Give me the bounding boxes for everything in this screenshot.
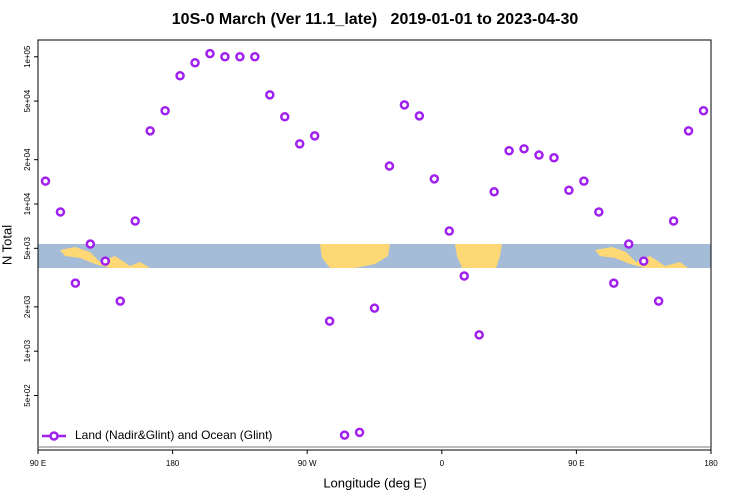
plot-frame	[37, 39, 712, 451]
y-tick-label: 5e+02	[23, 384, 32, 407]
legend-label: Land (Nadir&Glint) and Ocean (Glint)	[75, 428, 272, 442]
map-band	[38, 244, 711, 268]
legend-marker	[49, 431, 59, 441]
y-tick-label: 1e+03	[23, 339, 32, 362]
point	[190, 58, 200, 68]
point	[354, 427, 365, 438]
x-axis-label: Longitude (deg E)	[323, 475, 426, 490]
x-tick-label: 90 E	[568, 459, 584, 468]
land	[455, 244, 502, 268]
point	[40, 176, 51, 186]
x-tick-label: 180	[166, 459, 180, 468]
point	[474, 330, 484, 340]
point	[444, 226, 455, 236]
point	[280, 112, 290, 122]
point	[638, 256, 649, 266]
chart-title: 10S-0 March (Ver 11.1_late) 2019-01-01 t…	[172, 11, 579, 28]
point	[459, 271, 469, 281]
point	[384, 161, 395, 171]
point	[70, 278, 81, 288]
point	[653, 296, 664, 306]
point	[250, 52, 260, 62]
point	[609, 278, 619, 288]
y-tick-label: 2e+04	[23, 148, 32, 171]
point	[175, 71, 185, 81]
point	[668, 216, 679, 226]
land	[60, 247, 150, 268]
point	[160, 105, 170, 116]
point	[220, 52, 230, 62]
point	[698, 105, 709, 116]
point	[429, 174, 440, 184]
point	[414, 111, 425, 121]
land	[320, 244, 390, 268]
point	[115, 296, 126, 306]
point	[265, 90, 275, 100]
y-tick-label: 2e+03	[23, 295, 32, 318]
point	[100, 256, 111, 266]
x-tick-label: 180	[704, 459, 718, 468]
point	[534, 150, 544, 160]
point	[594, 207, 604, 217]
point	[564, 185, 574, 195]
point	[549, 153, 559, 163]
point	[579, 176, 589, 186]
point	[85, 239, 96, 249]
point	[489, 187, 499, 197]
y-axis-label: N Total	[0, 225, 14, 265]
x-tick-label: 0	[440, 459, 445, 468]
point	[294, 139, 305, 149]
y-tick-label: 5e+03	[23, 237, 32, 260]
x-tick-label: 90 E	[30, 459, 46, 468]
point	[339, 430, 350, 440]
point	[519, 144, 529, 154]
point	[235, 52, 245, 62]
land	[595, 247, 688, 268]
point	[55, 207, 66, 217]
point	[309, 131, 320, 141]
point	[324, 316, 335, 326]
point	[399, 100, 410, 110]
point	[145, 126, 155, 136]
y-tick-label: 1e+05	[23, 45, 32, 68]
point	[504, 145, 514, 156]
x-tick-label: 90 W	[298, 459, 317, 468]
point	[130, 216, 140, 226]
point	[623, 239, 634, 249]
point	[369, 303, 380, 313]
point	[683, 126, 694, 136]
y-tick-label: 1e+04	[23, 192, 32, 215]
y-tick-label: 5e+04	[23, 89, 32, 112]
point	[205, 48, 215, 59]
